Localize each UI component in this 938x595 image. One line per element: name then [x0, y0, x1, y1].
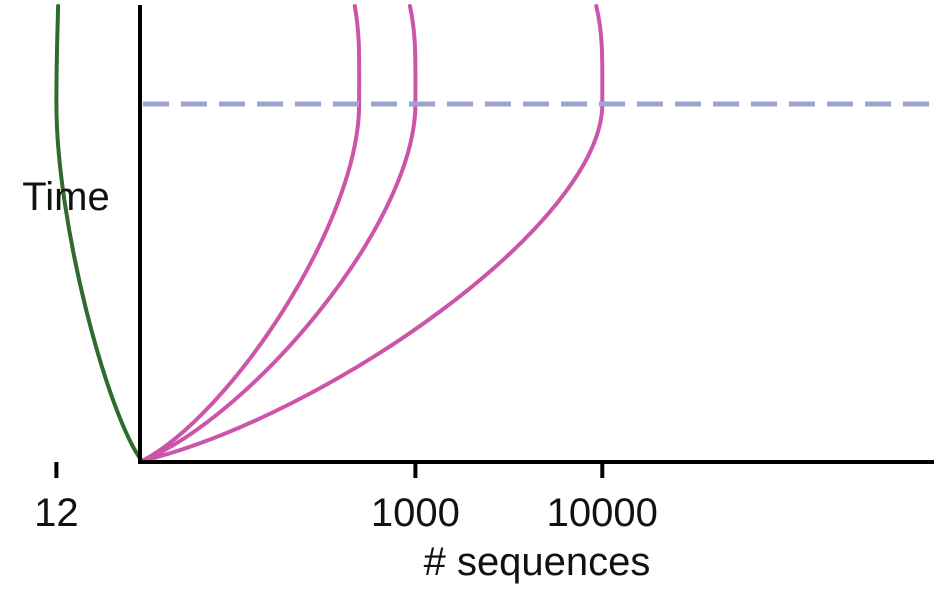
series-curve-0: [54, 4, 144, 463]
x-tick-label-0: 12: [34, 491, 79, 535]
x-ticks: 12 1000 10000: [34, 462, 658, 535]
y-axis-label: Time: [22, 175, 109, 219]
x-tick-label-2: 10000: [547, 491, 658, 535]
x-axis-label: # sequences: [424, 540, 651, 584]
series-curve-1: [140, 4, 362, 463]
x-tick-label-1: 1000: [371, 491, 460, 535]
series-curve-2: [140, 4, 418, 463]
series-layer: [54, 4, 605, 463]
series-curve-3: [140, 4, 605, 463]
